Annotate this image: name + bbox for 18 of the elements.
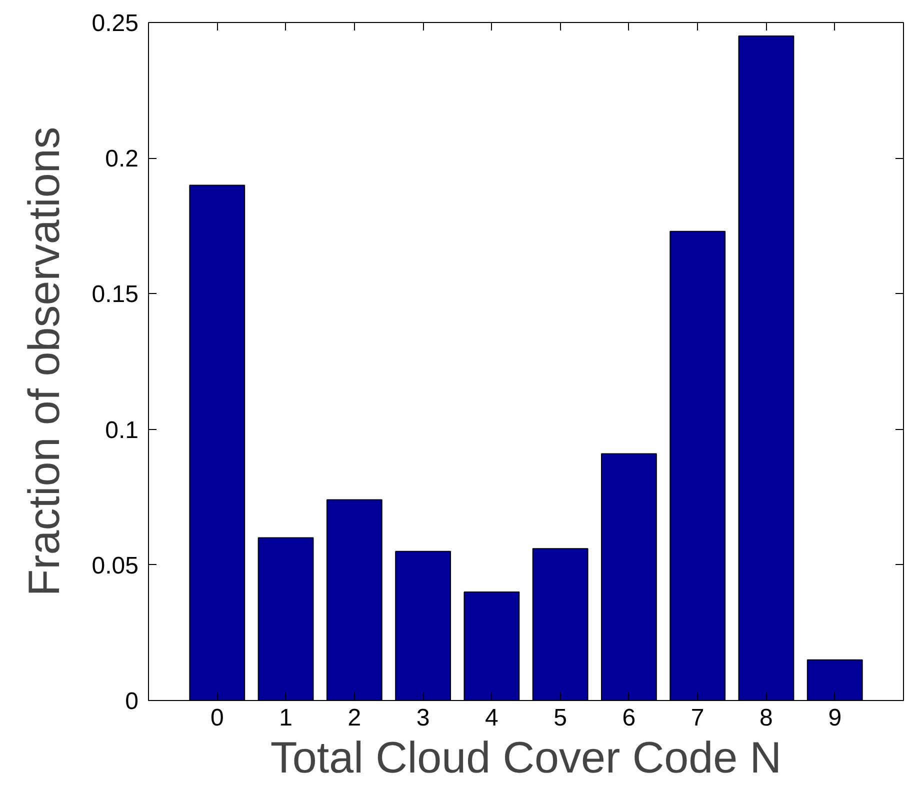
x-tick-label: 7 (690, 704, 704, 732)
x-tick-label: 2 (348, 704, 362, 732)
y-tick-label: 0.15 (92, 281, 139, 308)
y-tick-label: 0.2 (105, 146, 139, 173)
x-tick-label: 4 (485, 704, 498, 732)
x-tick-label: 9 (828, 704, 842, 732)
x-tick-label: 1 (279, 704, 292, 732)
y-tick-label: 0.25 (92, 10, 139, 37)
x-tick-label: 3 (416, 704, 430, 732)
x-tick-label: 8 (760, 704, 773, 732)
y-axis-title: Fraction of observations (20, 126, 69, 596)
y-tick-label: 0 (125, 688, 139, 715)
x-tick-label: 6 (622, 704, 636, 732)
x-axis-title: Total Cloud Cover Code N (270, 734, 782, 782)
y-tick-label: 0.1 (105, 416, 139, 444)
x-tick-label: 0 (210, 704, 224, 732)
y-tick-label: 0.05 (92, 552, 139, 580)
x-tick-label: 5 (554, 704, 568, 732)
